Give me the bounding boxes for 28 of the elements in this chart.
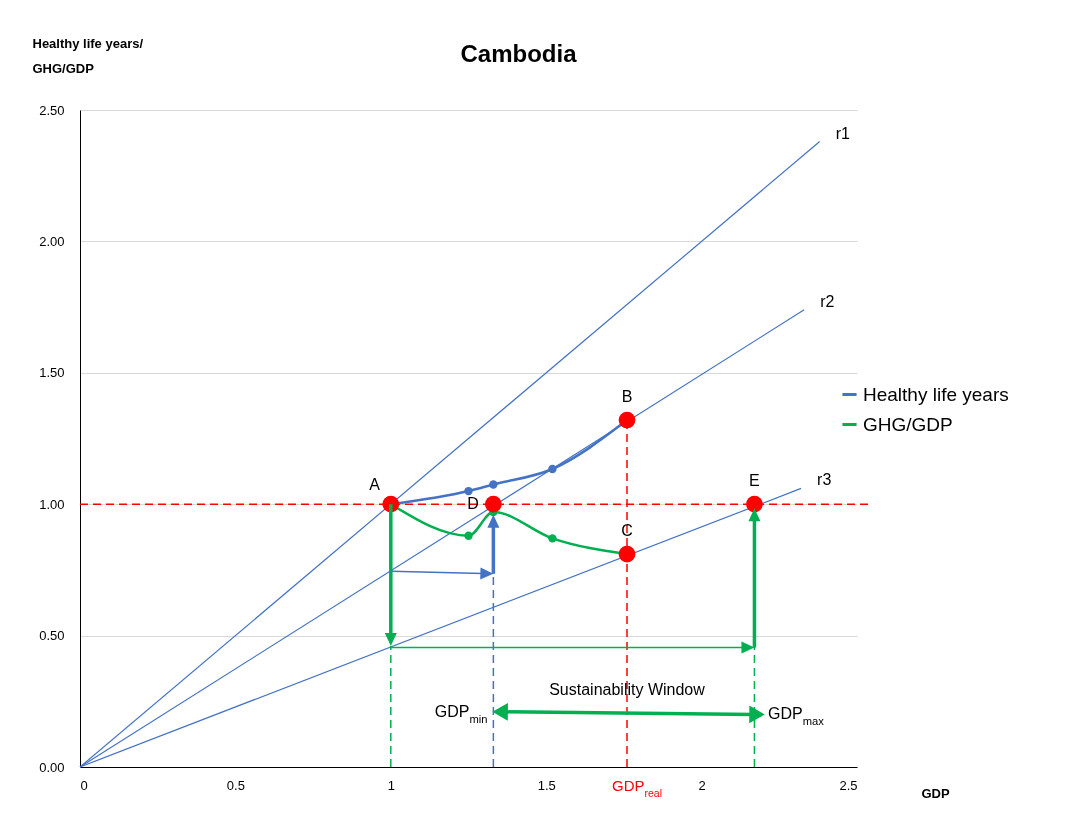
y-tick-label: 2.50 <box>39 102 65 118</box>
y-axis-title: Healthy life years/ GHG/GDP <box>32 35 144 76</box>
y-tick-label: 0.00 <box>39 759 65 775</box>
y-tick-label: 1.00 <box>39 496 65 512</box>
x-tick-label: 2.5 <box>839 777 858 793</box>
ref-line-label: GDP$_{real}$ <box>611 777 663 799</box>
series-label: r1 <box>835 124 851 142</box>
annotation: A <box>369 476 381 494</box>
annotation: GDP$_{min}$ <box>434 702 488 725</box>
y-tick-label: 2.00 <box>39 233 65 249</box>
x-tick-label: 0 <box>80 777 88 793</box>
y-tick-label: 1.50 <box>39 365 65 381</box>
x-axis-title: GDP <box>921 785 950 801</box>
annotation: GDP$_{max}$ <box>768 705 825 728</box>
legend-label: Healthy life years <box>863 383 1009 405</box>
x-tick-label: 0.5 <box>226 777 245 793</box>
y-tick-label: 0.50 <box>39 628 65 644</box>
x-tick-label: 1.5 <box>537 777 556 793</box>
annotation: Sustainability Window <box>549 681 706 699</box>
chart-title: Cambodia <box>460 40 578 67</box>
x-tick-label: 2 <box>698 777 706 793</box>
annotation: B <box>621 388 633 406</box>
series-label: r2 <box>820 292 835 310</box>
annotation: C <box>621 522 633 540</box>
x-tick-label: 1 <box>387 777 395 793</box>
annotation: E <box>749 472 760 490</box>
series-label: r3 <box>817 471 832 489</box>
legend-label: GHG/GDP <box>863 413 953 435</box>
